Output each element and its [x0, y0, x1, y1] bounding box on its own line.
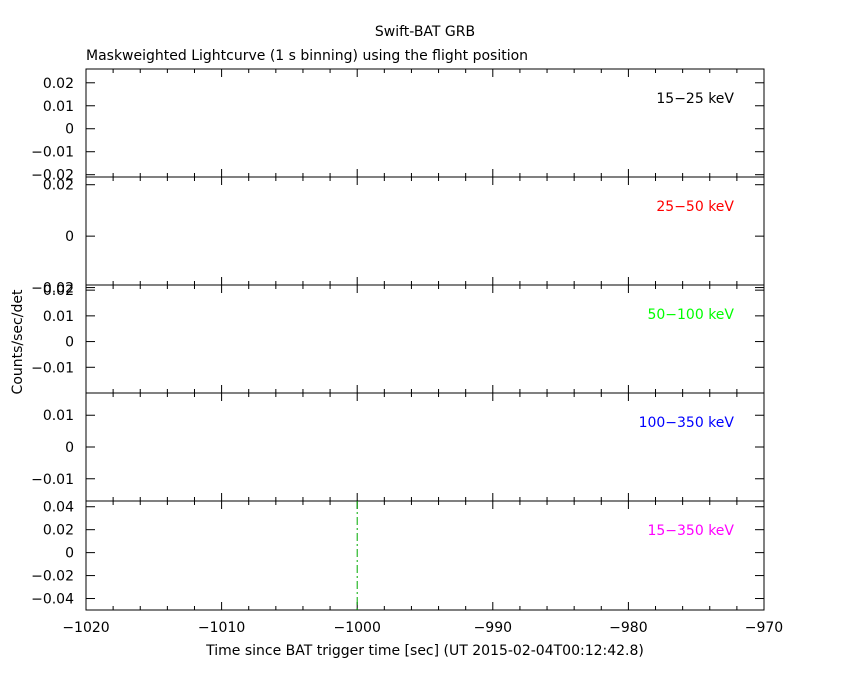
y-tick-label: −0.02 [31, 168, 74, 184]
panel-frame-1 [85, 68, 765, 178]
y-tick-label: 0.02 [43, 283, 74, 299]
y-tick-label: −0.01 [31, 472, 74, 488]
panel-frame-4 [85, 392, 765, 502]
chart-title: Swift-BAT GRB [375, 24, 475, 40]
band-label-4: 100−350 keV [639, 415, 735, 431]
x-axis-label: Time since BAT trigger time [sec] (UT 20… [205, 643, 644, 659]
x-tick-label: −980 [609, 620, 647, 636]
band-label-5: 15−350 keV [647, 523, 734, 539]
y-tick-label: −0.04 [31, 592, 74, 608]
y-tick-label: 0 [65, 229, 74, 245]
y-tick-label: 0 [65, 122, 74, 138]
y-tick-label: 0 [65, 440, 74, 456]
y-tick-label: −0.01 [31, 360, 74, 376]
band-label-3: 50−100 keV [647, 307, 734, 323]
y-axis-label: Counts/sec/det [10, 289, 26, 394]
y-tick-label: 0.01 [43, 309, 74, 325]
panels-group: −0.02 −0.01 0 0.01 0.02 15−25 keV −0.02 0 0.02 25… [31, 68, 783, 636]
y-tick-label: −0.02 [31, 281, 74, 297]
y-tick-label: 0 [65, 546, 74, 562]
x-tick-label: −970 [745, 620, 783, 636]
y-tick-label: −0.02 [31, 569, 74, 585]
y-tick-label: 0.02 [43, 178, 74, 194]
y-tick-label: −0.01 [31, 145, 74, 161]
y-tick-label: 0.01 [43, 99, 74, 115]
band-label-2: 25−50 keV [656, 199, 734, 215]
band-label-1: 15−25 keV [656, 91, 734, 107]
x-tick-label: −1000 [334, 620, 381, 636]
y-tick-label: 0.02 [43, 76, 74, 92]
y-tick-label: 0.04 [43, 500, 74, 516]
panel-frame-2 [85, 176, 765, 286]
chart-subtitle: Maskweighted Lightcurve (1 s binning) us… [86, 48, 528, 64]
x-tick-label: −1020 [62, 620, 109, 636]
y-tick-label: 0 [65, 335, 74, 351]
panel-frame-5 [85, 500, 765, 611]
panel-frame-3 [85, 284, 765, 394]
y-tick-label: 0.02 [43, 523, 74, 539]
x-tick-label: −1010 [198, 620, 245, 636]
y-tick-label: 0.01 [43, 408, 74, 424]
x-tick-label: −990 [474, 620, 512, 636]
